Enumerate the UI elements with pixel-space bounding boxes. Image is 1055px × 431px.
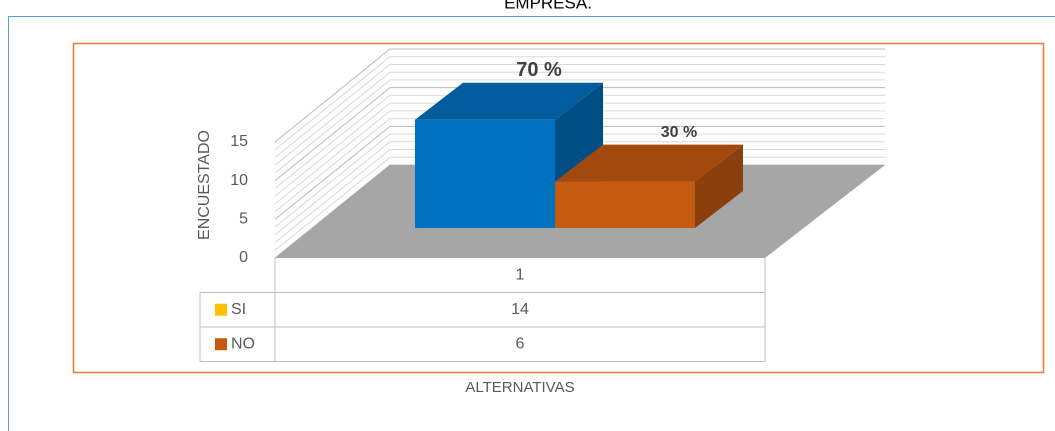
bar-side (695, 144, 743, 228)
legend-swatch (215, 338, 227, 351)
wall-line (274, 79, 885, 174)
bar (555, 181, 695, 228)
wall-line (274, 133, 885, 228)
table-value: 14 (511, 301, 529, 318)
legend-swatch (215, 303, 227, 316)
grid-line (274, 87, 885, 182)
grid-line (274, 125, 885, 220)
x-tick-label: 1 (516, 266, 525, 283)
y-tick-label: 5 (239, 211, 248, 228)
bar-top (415, 82, 603, 120)
wall-line (274, 94, 885, 189)
y-axis-label: ENCUESTADO (196, 130, 213, 240)
legend-label: NO (231, 335, 255, 352)
wall-line (274, 56, 885, 151)
data-label: 70 % (516, 59, 562, 81)
y-tick-label: 15 (230, 133, 248, 150)
x-axis-label: ALTERNATIVAS (465, 379, 574, 396)
wall-line (274, 110, 885, 205)
plot: 0 5 10 15 70 % 30 % 1 SI 14 NO 6 (199, 48, 885, 362)
wall-line (274, 141, 885, 236)
wall-line (274, 63, 885, 158)
grid-line (274, 48, 885, 143)
y-tick-label: 10 (230, 172, 248, 189)
wall-line (274, 102, 885, 197)
legend-label: SI (231, 301, 246, 318)
table-value: 6 (516, 335, 525, 352)
chart-title: EMPRESA. (504, 0, 592, 12)
bar-top (555, 144, 743, 182)
wall-line (274, 118, 885, 212)
data-label: 30 % (661, 124, 697, 141)
bar (415, 119, 555, 228)
y-tick-label: 0 (239, 249, 248, 266)
wall-line (274, 71, 885, 166)
